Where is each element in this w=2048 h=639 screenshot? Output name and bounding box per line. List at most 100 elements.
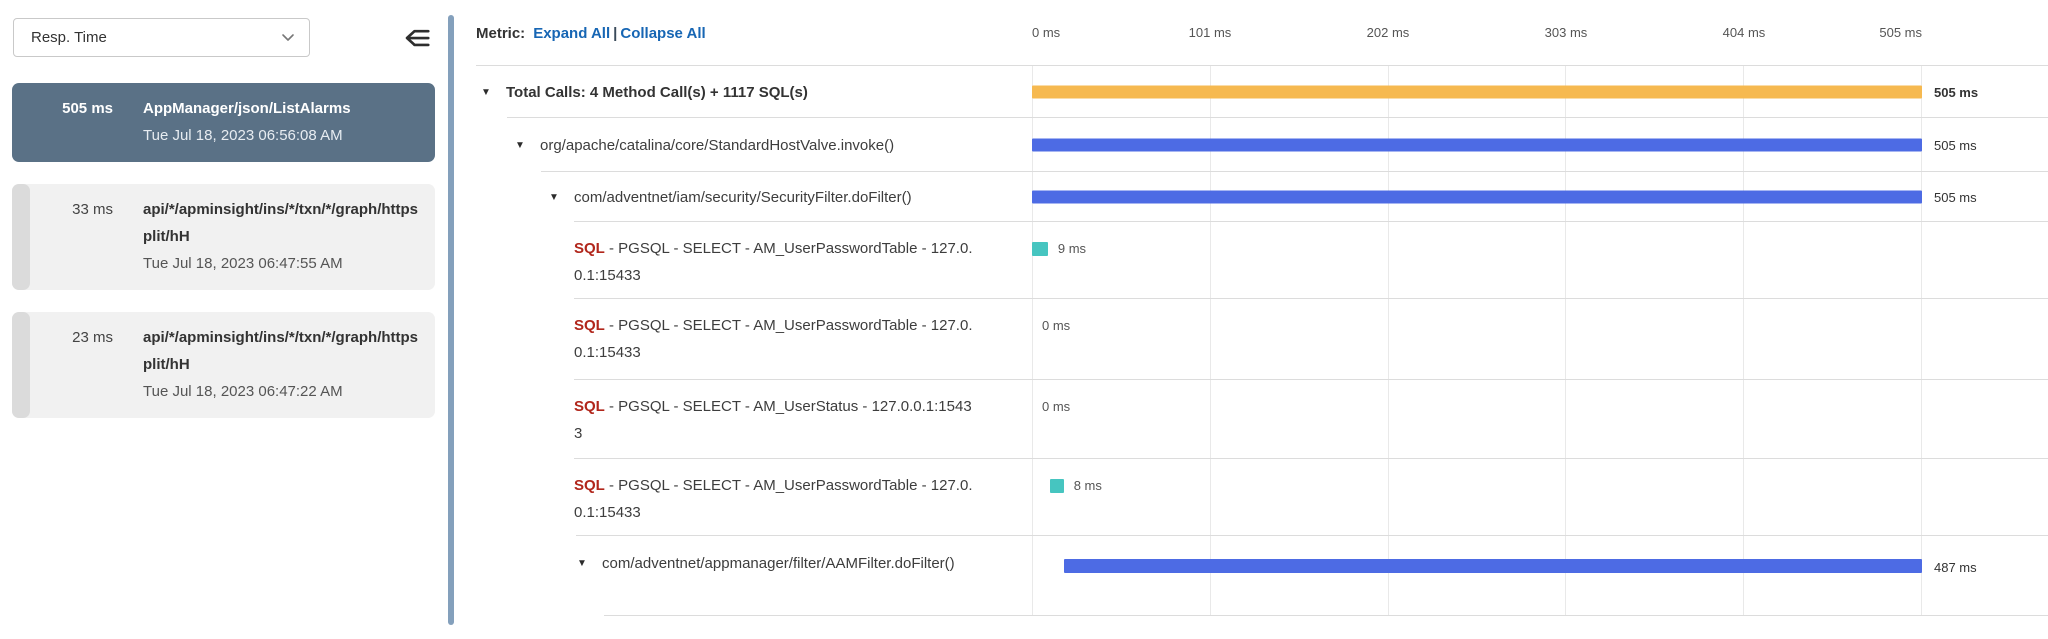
link-separator: | [613,24,618,42]
inline-duration-label: 0 ms [1042,399,1071,414]
sort-dropdown[interactable]: Resp. Time [13,18,310,57]
timeline-track: 0 ms [1032,380,1922,459]
axis-tick: 0 ms [1032,25,1061,40]
sql-badge: SQL [574,240,605,257]
sort-dropdown-value: Resp. Time [31,29,107,46]
trace-timestamp: Tue Jul 18, 2023 06:56:08 AM [143,127,343,144]
timeline-track: 0 ms [1032,299,1922,380]
axis-tick: 303 ms [1544,25,1588,40]
chevron-down-icon [281,33,295,42]
timeline-track [1032,118,1922,172]
caret-down-icon[interactable]: ▼ [515,139,525,151]
tree-row-label: org/apache/catalina/core/StandardHostVal… [540,136,895,154]
tree-row-sql[interactable]: SQL - PGSQL - SELECT - AM_UserPasswordTa… [454,459,2048,536]
trace-list-item[interactable]: 33 ms api/*/apminsight/ins/*/txn/*/graph… [12,184,435,290]
trace-duration: 505 ms [62,100,113,117]
duration-bar [1032,138,1922,152]
sql-statement-text: - PGSQL - SELECT - AM_UserPasswordTable … [574,317,973,361]
timeline-track: 9 ms [1032,222,1922,299]
timeline-track [1032,172,1922,222]
duration-bar [1063,559,1922,573]
sql-badge: SQL [574,398,605,415]
sql-statement-text: - PGSQL - SELECT - AM_UserStatus - 127.0… [574,398,972,442]
trace-item-accent-strip [12,312,30,418]
trace-list: 505 ms AppManager/json/ListAlarms Tue Ju… [0,57,448,418]
trace-sidebar: Resp. Time [0,0,448,639]
timeline-track [1032,536,1922,616]
trace-item-body: api/*/apminsight/ins/*/txn/*/graph/https… [143,324,435,405]
row-duration-value: 505 ms [1934,189,1977,205]
row-duration-value [1922,222,2048,299]
sql-badge: SQL [574,317,605,334]
row-duration-value: 505 ms [1934,137,1977,153]
panel-divider [448,15,454,625]
trace-list-item[interactable]: 23 ms api/*/apminsight/ins/*/txn/*/graph… [12,312,435,418]
timeline-track: 8 ms [1032,459,1922,536]
trace-name: AppManager/json/ListAlarms [143,100,351,117]
row-separator [476,65,2048,66]
trace-item-body: api/*/apminsight/ins/*/txn/*/graph/https… [143,196,435,277]
trace-duration: 23 ms [72,329,113,346]
trace-item-body: AppManager/json/ListAlarms Tue Jul 18, 2… [143,95,435,149]
row-duration-value [1922,380,2048,459]
axis-tick: 404 ms [1722,25,1766,40]
value-column-header [1922,0,2048,66]
trace-name: api/*/apminsight/ins/*/txn/*/graph/https… [143,329,419,373]
row-duration-value [1922,459,2048,536]
caret-down-icon[interactable]: ▼ [481,86,491,98]
collapse-all-link[interactable]: Collapse All [620,24,706,42]
row-duration-value [1922,299,2048,380]
tree-row-sql[interactable]: SQL - PGSQL - SELECT - AM_UserPasswordTa… [454,222,2048,299]
inline-duration-label: 9 ms [1057,241,1087,256]
row-separator [541,171,2048,172]
tree-row-label: Total Calls: 4 Method Call(s) + 1117 SQL… [506,83,808,101]
tree-row-method[interactable]: ▼ org/apache/catalina/core/StandardHostV… [454,118,2048,172]
axis-tick: 505 ms [1879,25,1922,40]
tree-row-label: com/adventnet/appmanager/filter/AAMFilte… [602,555,955,572]
tree-row-method[interactable]: ▼ com/adventnet/appmanager/filter/AAMFil… [454,536,2048,616]
collapse-sidebar-button[interactable] [400,21,434,55]
expand-all-link[interactable]: Expand All [533,24,611,42]
trace-item-accent-strip [12,184,30,290]
collapse-panel-icon [402,23,432,53]
row-separator [574,298,2048,299]
tree-row-sql[interactable]: SQL - PGSQL - SELECT - AM_UserPasswordTa… [454,299,2048,380]
timeline-track [1032,66,1922,118]
axis-tick: 101 ms [1188,25,1232,40]
trace-duration: 33 ms [72,201,113,218]
sql-statement-text: - PGSQL - SELECT - AM_UserPasswordTable … [574,477,973,521]
tree-row-total-calls[interactable]: ▼ Total Calls: 4 Method Call(s) + 1117 S… [454,66,2048,118]
inline-duration-label: 0 ms [1042,318,1071,333]
row-separator [507,117,2048,118]
axis-tick: 202 ms [1366,25,1410,40]
timeline-axis: 0 ms 101 ms 202 ms 303 ms 404 ms 505 ms [1032,0,1922,66]
tree-header: Metric: Expand All | Collapse All [454,0,1032,66]
sidebar-toolbar: Resp. Time [0,18,448,57]
row-separator [574,379,2048,380]
sql-statement-text: - PGSQL - SELECT - AM_UserPasswordTable … [574,240,973,284]
tree-row-sql[interactable]: SQL - PGSQL - SELECT - AM_UserStatus - 1… [454,380,2048,459]
sql-badge: SQL [574,477,605,494]
trace-timestamp: Tue Jul 18, 2023 06:47:22 AM [143,383,343,400]
tree-row-label: SQL - PGSQL - SELECT - AM_UserStatus - 1… [574,393,974,447]
trace-list-item-selected[interactable]: 505 ms AppManager/json/ListAlarms Tue Ju… [12,83,435,162]
trace-timestamp: Tue Jul 18, 2023 06:47:55 AM [143,255,343,272]
caret-down-icon[interactable]: ▼ [577,558,587,569]
metric-label: Metric: [476,24,526,42]
tree-row-method[interactable]: ▼ com/adventnet/iam/security/SecurityFil… [454,172,2048,222]
duration-bar [1032,85,1922,99]
row-duration-value: 505 ms [1934,84,1979,100]
tree-row-label: SQL - PGSQL - SELECT - AM_UserPasswordTa… [574,472,974,526]
row-separator [574,458,2048,459]
row-separator [574,221,2048,222]
tree-header-row: Metric: Expand All | Collapse All 0 ms 1… [454,0,2048,66]
caret-down-icon[interactable]: ▼ [549,191,559,203]
row-separator [604,615,2048,616]
duration-bar [1032,190,1922,204]
duration-bar [1049,479,1064,493]
call-tree-panel: Metric: Expand All | Collapse All 0 ms 1… [454,0,2048,639]
tree-row-label: SQL - PGSQL - SELECT - AM_UserPasswordTa… [574,235,974,289]
duration-bar [1032,242,1048,256]
trace-name: api/*/apminsight/ins/*/txn/*/graph/https… [143,201,419,245]
